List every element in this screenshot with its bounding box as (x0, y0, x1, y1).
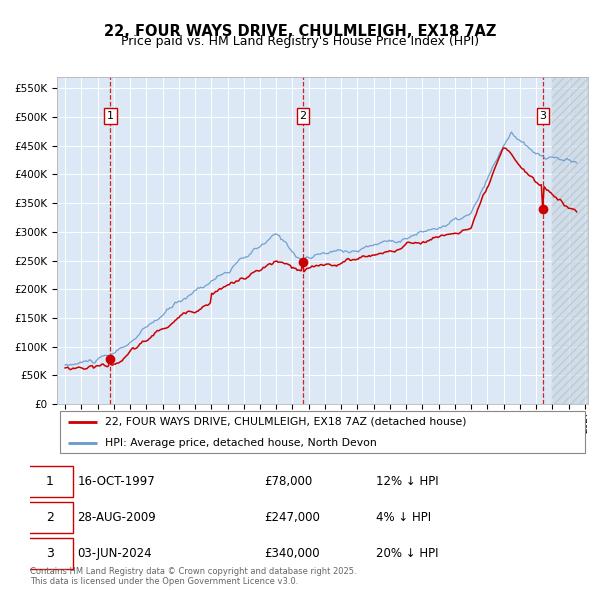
Text: 12% ↓ HPI: 12% ↓ HPI (376, 475, 439, 488)
Text: 22, FOUR WAYS DRIVE, CHULMLEIGH, EX18 7AZ (detached house): 22, FOUR WAYS DRIVE, CHULMLEIGH, EX18 7A… (105, 417, 466, 427)
Text: 1: 1 (107, 111, 114, 121)
Text: 2: 2 (299, 111, 307, 121)
FancyBboxPatch shape (27, 467, 73, 497)
FancyBboxPatch shape (59, 411, 586, 453)
Text: 22, FOUR WAYS DRIVE, CHULMLEIGH, EX18 7AZ: 22, FOUR WAYS DRIVE, CHULMLEIGH, EX18 7A… (104, 24, 496, 38)
Text: Contains HM Land Registry data © Crown copyright and database right 2025.
This d: Contains HM Land Registry data © Crown c… (30, 567, 356, 586)
Bar (552, 77, 588, 404)
Text: 16-OCT-1997: 16-OCT-1997 (77, 475, 155, 488)
Text: 28-AUG-2009: 28-AUG-2009 (77, 511, 156, 525)
FancyBboxPatch shape (27, 539, 73, 569)
Text: 3: 3 (46, 548, 54, 560)
Text: 1: 1 (46, 475, 54, 488)
Text: 3: 3 (539, 111, 547, 121)
Text: Price paid vs. HM Land Registry's House Price Index (HPI): Price paid vs. HM Land Registry's House … (121, 35, 479, 48)
Text: HPI: Average price, detached house, North Devon: HPI: Average price, detached house, Nort… (105, 438, 377, 448)
Text: £78,000: £78,000 (265, 475, 313, 488)
FancyBboxPatch shape (27, 503, 73, 533)
Text: 2: 2 (46, 511, 54, 525)
Text: 4% ↓ HPI: 4% ↓ HPI (376, 511, 431, 525)
Text: 03-JUN-2024: 03-JUN-2024 (77, 548, 152, 560)
Text: £340,000: £340,000 (265, 548, 320, 560)
Text: 20% ↓ HPI: 20% ↓ HPI (376, 548, 439, 560)
Text: £247,000: £247,000 (265, 511, 320, 525)
